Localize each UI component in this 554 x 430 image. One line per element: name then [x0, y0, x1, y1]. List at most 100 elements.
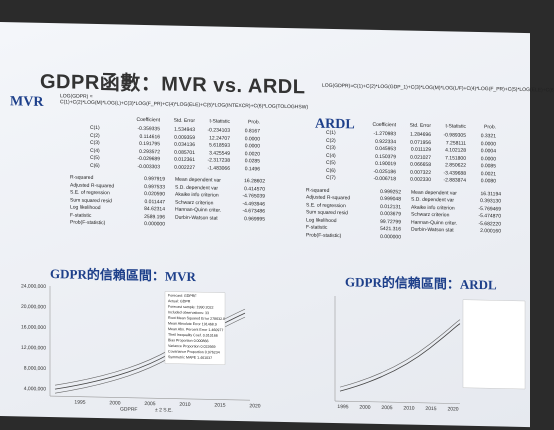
stat-label: R-squared	[70, 174, 94, 181]
table-cell: 0.0085	[480, 163, 496, 170]
stat-label: Mean dependent var	[175, 176, 221, 184]
table-cell: 0.0080	[480, 178, 496, 185]
stat-label: S.D. dependent var	[411, 196, 455, 204]
forecast-stat: Mean Abs. Percent Error 1.460977	[168, 327, 223, 332]
slide: GDPR函數：MVR vs. ARDL MVR LOG(GDPR) = C(1)…	[0, 22, 554, 428]
row-label: C(3)	[326, 144, 336, 152]
x-tick-label: 1995	[74, 400, 85, 406]
column-header: Prob.	[484, 124, 496, 131]
table-cell: 0.085701	[174, 149, 195, 156]
table-cell: -2.317238	[207, 157, 230, 164]
stat-label: Adjusted R-squared	[306, 194, 351, 202]
table-cell: 0.190019	[375, 160, 396, 168]
x-tick-label: 2005	[144, 401, 155, 407]
stat-label: Hannan-Quinn criter.	[411, 219, 458, 227]
x-tick-label: 2005	[381, 405, 392, 411]
row-label: C(4)	[90, 147, 100, 154]
table-cell: -0.359335	[137, 125, 160, 133]
x-tick-label: 1995	[337, 404, 348, 410]
table-cell: 0.0020	[244, 150, 260, 157]
forecast-stat: Forecast sample: 1990 2022	[168, 305, 214, 310]
stat-label: Durbin-Watson stat	[175, 214, 218, 222]
row-label: C(5)	[326, 159, 336, 167]
stat-label: Sum squared resid	[70, 196, 112, 204]
forecast-stat: Forecast: GDPRF	[168, 294, 197, 299]
row-label: C(3)	[90, 139, 100, 147]
stat-label: Prob(F-statistic)	[70, 219, 106, 227]
table-cell: 7.151800	[445, 154, 466, 162]
table-cell: -0.003303	[137, 163, 160, 170]
table-cell: 0.191795	[139, 140, 160, 148]
stat-value: 0.414570	[244, 185, 265, 193]
x-tick-label: 2010	[403, 405, 414, 411]
y-tick-label: 20,000,000	[21, 304, 46, 311]
table-cell: 0.0000	[480, 155, 496, 162]
column-header: Std. Error	[409, 122, 431, 130]
stat-label: Mean dependent var	[411, 189, 457, 197]
table-cell: -0.029689	[137, 155, 160, 163]
row-label: C(5)	[90, 154, 100, 162]
table-cell: 0.009359	[174, 134, 195, 141]
table-cell: 0.034136	[174, 141, 195, 149]
forecast-stat: Bias Proportion 0.000866	[168, 338, 209, 343]
table-cell: 5.618593	[209, 142, 230, 149]
y-tick-label: 8,000,000	[24, 365, 46, 371]
table-cell: -0.025186	[373, 168, 396, 175]
table-cell: -0.989305	[443, 132, 466, 139]
stat-value: -4.673486	[242, 208, 265, 215]
mvr-label: MVR	[10, 94, 44, 110]
stat-label: Sum squared resid	[306, 209, 348, 217]
stat-label: Log likelihood	[306, 216, 337, 224]
stat-label: Durbin-Watson stat	[411, 226, 454, 234]
stat-label: Schwarz criterion	[411, 211, 450, 219]
stat-value: -4.765039	[242, 193, 265, 200]
stat-label: Akaike info criterion	[175, 191, 219, 199]
stat-value: -4.493946	[242, 200, 265, 208]
stat-label: Adjusted R-squared	[70, 181, 115, 189]
row-label: C(6)	[326, 167, 336, 174]
stat-label: Schwarz criterion	[175, 199, 214, 206]
table-cell: 0.0285	[244, 158, 260, 165]
stat-label: S.D. dependent var	[175, 184, 219, 192]
forecast-stat: Mean Absolute Error 191468.9	[168, 322, 217, 327]
table-cell: 1.534943	[174, 126, 195, 134]
table-cell: 0.002227	[174, 164, 195, 171]
table-cell: -0.234103	[207, 127, 230, 134]
table-cell: 0.922334	[375, 138, 396, 145]
forecast-stat: Symmetric MAPE 1.461037	[168, 355, 212, 360]
table-cell: -1.270983	[373, 130, 396, 138]
table-cell: -1.483066	[207, 164, 230, 172]
stat-value: -5.769469	[478, 205, 501, 212]
table-cell: 0.007322	[410, 169, 431, 176]
column-header: t-Statistic	[445, 123, 466, 130]
table-cell: 0.021027	[410, 154, 431, 161]
table-cell: 12.24707	[209, 134, 230, 142]
y-tick-label: 24,000,000	[21, 283, 46, 290]
stat-value: 2.000160	[480, 228, 501, 235]
stat-value: 0.003679	[380, 210, 401, 218]
table-cell: 0.150379	[375, 153, 396, 160]
forecast-stat: Variance Proportion 0.022669	[168, 344, 215, 349]
stat-value: 2589.196	[144, 213, 165, 220]
row-label: C(7)	[326, 174, 336, 182]
table-cell: 4.102128	[445, 147, 466, 154]
table-cell: 0.0000	[244, 143, 260, 150]
stat-value: 0.393130	[480, 198, 501, 205]
stat-value: 0.999252	[380, 188, 401, 195]
table-cell: 0.1496	[244, 165, 260, 172]
table-cell: 0.0000	[244, 135, 260, 142]
x-tick-label: 2020	[249, 403, 260, 409]
table-cell: 0.114616	[139, 133, 160, 140]
table-cell: -2.883874	[443, 177, 466, 184]
table-cell: 1.284696	[410, 131, 431, 139]
y-tick-label: 4,000,000	[24, 386, 46, 392]
forecast-stat: Covariance Proportion 0.976234	[168, 350, 220, 355]
table-cell: 0.293572	[139, 148, 160, 155]
forecast-stat: Theil Inequality Coef. 0.010168	[168, 333, 218, 338]
legend-label: ± 2 S.E.	[155, 407, 173, 413]
stat-value: 5421.316	[380, 225, 401, 233]
column-header: Coefficient	[372, 121, 396, 129]
table-cell: 0.045953	[375, 145, 396, 153]
forecast-stat: Actual: GDPR	[168, 299, 191, 303]
stat-value: 99.72799	[380, 218, 401, 225]
